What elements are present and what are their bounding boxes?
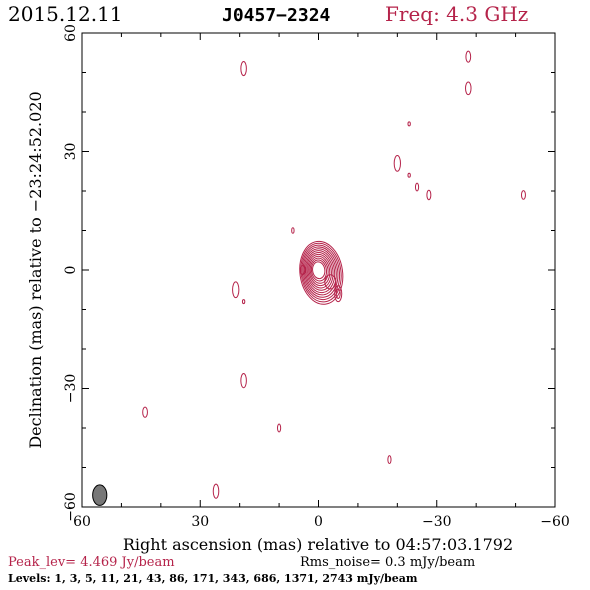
noise-contour: [240, 372, 247, 389]
noise-contour: [277, 423, 282, 433]
core-contour: [309, 257, 329, 284]
core-contours: [299, 240, 344, 305]
x-tick-label: −60: [540, 514, 570, 530]
beam-ellipse: [92, 484, 108, 506]
frequency-label: Freq: 4.3 GHz: [385, 2, 529, 26]
source-name: J0457−2324: [222, 5, 331, 26]
noise-contours: [142, 50, 526, 499]
contour-levels: Levels: 1, 3, 5, 11, 21, 43, 86, 171, 34…: [8, 572, 418, 585]
noise-contour: [291, 227, 295, 234]
core-extension-contour: [334, 285, 343, 303]
core-contour: [307, 253, 332, 289]
noise-contour: [426, 189, 432, 201]
core-extension-contour: [299, 265, 306, 275]
core-contour: [299, 240, 344, 305]
noise-contour: [407, 121, 411, 127]
x-tick-label: 0: [314, 514, 323, 530]
core-contour: [301, 244, 341, 301]
core-contour: [306, 252, 334, 291]
y-tick-label: 30: [63, 143, 79, 161]
noise-contour: [465, 81, 472, 96]
beam-shape: [92, 484, 108, 506]
plot-frame: [81, 32, 556, 508]
noise-contour: [520, 190, 526, 200]
noise-contour: [232, 281, 240, 299]
y-tick-label: 60: [63, 24, 79, 42]
y-tick-label: 0: [63, 266, 79, 275]
core-contour: [310, 259, 328, 282]
x-axis-label: Right ascension (mas) relative to 04:57:…: [123, 535, 513, 554]
y-axis-label: Declination (mas) relative to −23:24:52.…: [26, 91, 45, 448]
axis-labels: 60 30 0 −30 −60 −60 −30 0 30 60: [63, 24, 570, 530]
noise-contour: [414, 182, 420, 192]
core-extension-contour: [324, 274, 337, 290]
x-tick-label: 60: [73, 514, 91, 530]
core-contour: [312, 261, 326, 280]
core-extension-contour: [335, 288, 341, 299]
noise-contour: [212, 483, 220, 499]
core-contour: [308, 255, 331, 287]
noise-contour: [465, 50, 472, 63]
noise-contour: [393, 154, 401, 172]
peak-level: Peak_lev= 4.469 Jy/beam: [8, 555, 175, 570]
x-tick-label: 30: [191, 514, 209, 530]
observation-date: 2015.12.11: [8, 2, 123, 26]
y-tick-label: −30: [63, 374, 79, 404]
noise-contour: [241, 299, 246, 305]
core-contour: [305, 250, 336, 294]
noise-contour: [387, 455, 392, 465]
noise-contour: [240, 60, 247, 77]
x-tick-label: −30: [422, 514, 452, 530]
noise-contour: [142, 406, 148, 418]
axis-ticks: [81, 32, 556, 508]
noise-contour: [407, 172, 411, 178]
y-tick-label: −60: [63, 492, 79, 522]
rms-noise: Rms_noise= 0.3 mJy/beam: [300, 555, 476, 570]
core-contour: [300, 242, 342, 303]
